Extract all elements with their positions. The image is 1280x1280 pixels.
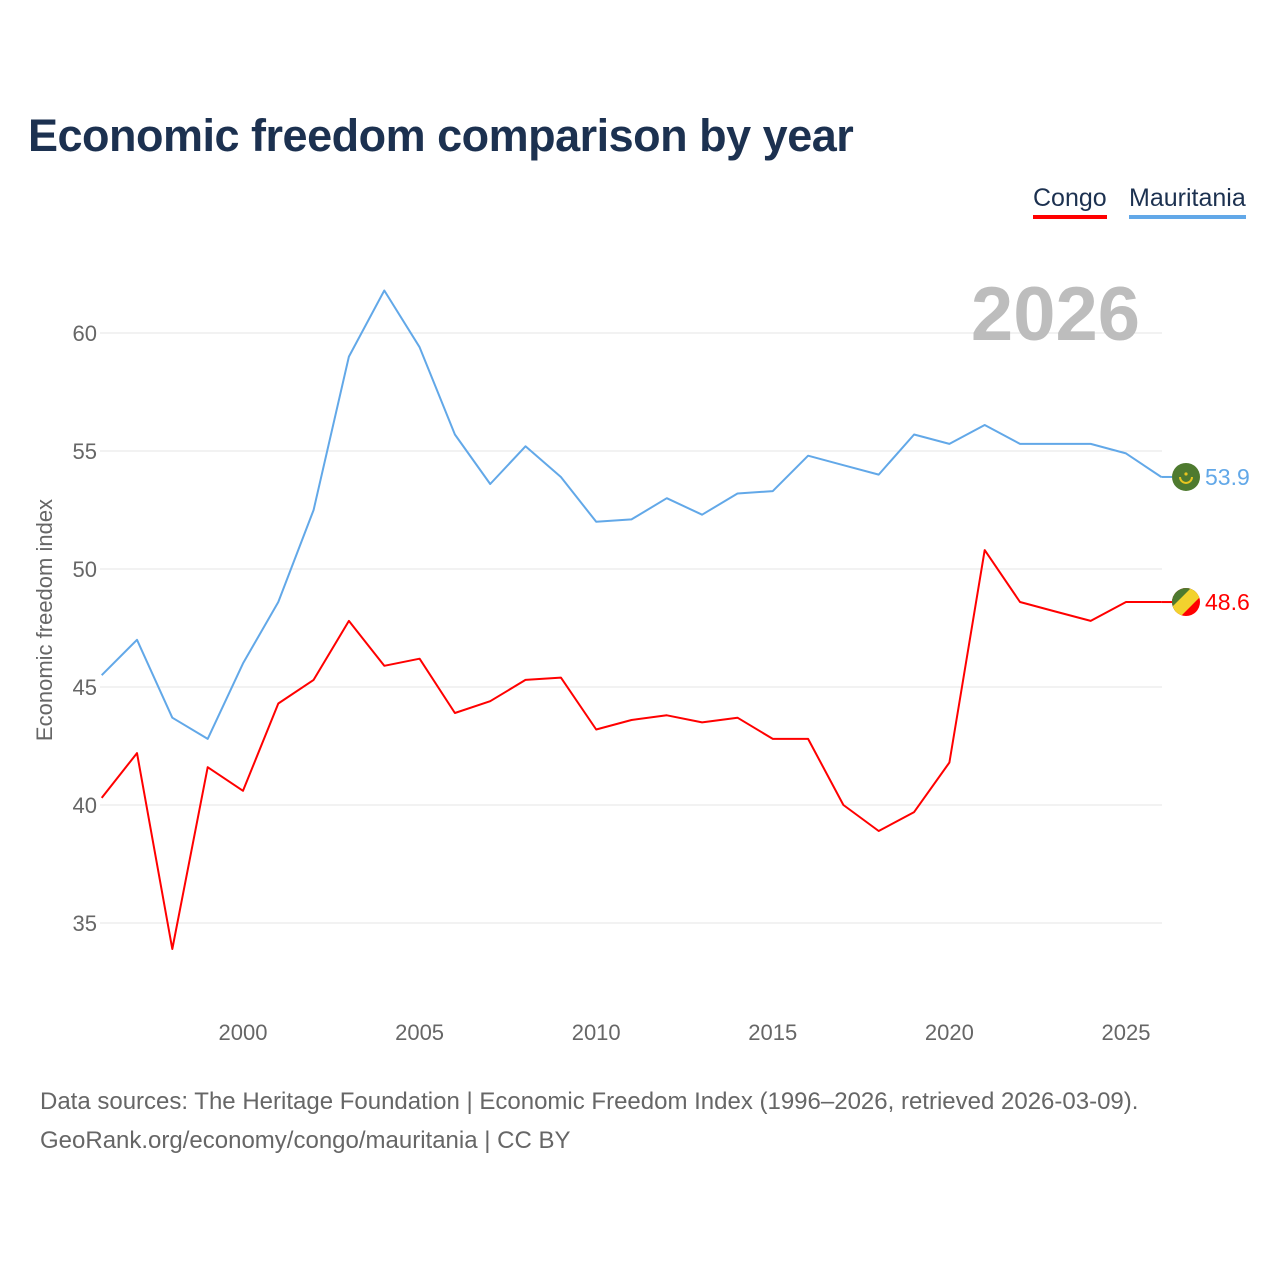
source-text: Data sources: The Heritage Foundation | …	[40, 1088, 1139, 1115]
y-tick-label: 55	[73, 439, 97, 464]
x-tick-label: 2025	[1102, 1020, 1151, 1045]
y-tick-label: 50	[73, 557, 97, 582]
x-tick-label: 2020	[925, 1020, 974, 1045]
series-line-mauritania	[100, 289, 1162, 740]
y-tick-label: 40	[73, 793, 97, 818]
mauritania-flag-icon	[1172, 462, 1200, 491]
x-tick-label: 2015	[748, 1020, 797, 1045]
chart-title: Economic freedom comparison by year	[28, 110, 854, 161]
end-value-label-mauritania: 53.9	[1205, 464, 1250, 490]
x-tick-label: 2010	[572, 1020, 621, 1045]
y-tick-label: 45	[73, 675, 97, 700]
congo-flag-icon	[1172, 588, 1200, 617]
series-line-congo	[100, 549, 1162, 950]
year-watermark: 2026	[971, 272, 1140, 357]
legend-congo[interactable]: Congo	[1033, 184, 1107, 219]
source-link[interactable]: GeoRank.org/economy/congo/mauritania | C…	[40, 1127, 571, 1154]
legend-mauritania[interactable]: Mauritania	[1129, 184, 1246, 219]
y-tick-label: 35	[73, 911, 97, 936]
x-tick-label: 2005	[395, 1020, 444, 1045]
end-value-label-congo: 48.6	[1205, 589, 1250, 615]
x-tick-label: 2000	[219, 1020, 268, 1045]
y-tick-label: 60	[73, 321, 97, 346]
y-axis-label: Economic freedom index	[32, 499, 57, 741]
